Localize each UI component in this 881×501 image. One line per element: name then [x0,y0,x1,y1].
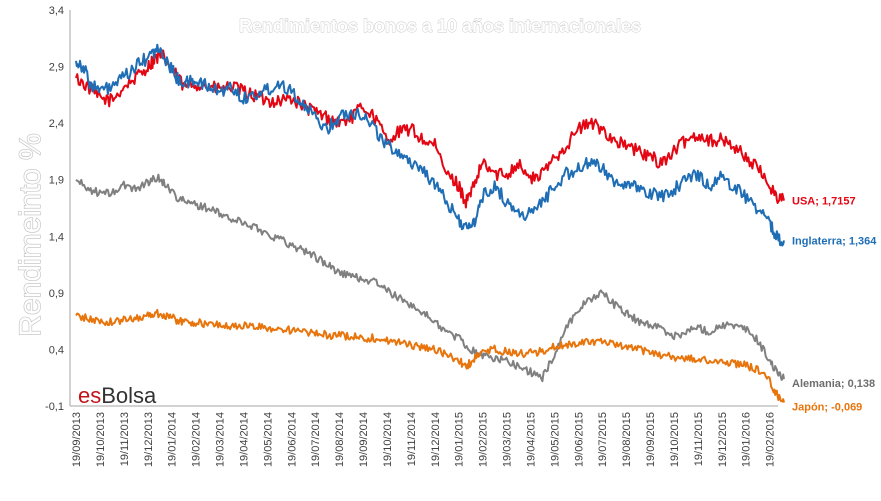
end-label-alemania: Alemania; 0,138 [792,378,875,390]
x-tick-label: 19/11/2013 [119,412,131,466]
chart-title: Rendimientos bonos a 10 años internacion… [239,16,641,36]
y-tick-label: 3,4 [49,5,64,17]
x-tick-labels: 19/09/2013 19/10/2013 19/11/2013 19/12/2013… [71,412,777,467]
x-tick-label: 19/08/2015 [621,412,633,467]
x-tick-label: 19/05/2015 [549,412,561,467]
x-tick-label: 19/01/2015 [454,412,466,467]
x-tick-label: 19/03/2015 [502,412,514,467]
logo-bolsa: Bolsa [101,383,157,408]
x-tick-label: 19/10/2014 [382,412,394,467]
x-tick-label: 19/10/2013 [95,412,107,467]
x-tick-label: 19/07/2015 [597,412,609,467]
logo-es: es [78,383,101,408]
x-tick-label: 19/04/2014 [238,412,250,467]
x-tick-label: 19/11/2014 [406,412,418,466]
x-tick-label: 19/09/2014 [358,412,370,467]
x-tick-label: 19/07/2014 [310,412,322,467]
series-line-inglaterra [75,43,785,247]
y-tick-labels: 3,4 2,9 2,4 1,9 1,4 0,9 0,4 -0,1 [45,5,64,413]
end-label-japn: Japón; -0,069 [792,401,862,413]
x-tick-label: 19/12/2014 [430,412,442,467]
x-tick-label: 19/02/2015 [478,412,490,467]
x-tick-label: 19/09/2013 [71,412,83,467]
series-layer [75,43,785,403]
y-tick-label: 1,9 [49,175,64,187]
y-tick-label: -0,1 [45,401,64,413]
series-end-labels: USA; 1,7157 Inglaterra; 1,364 Alemania; 0,… [792,196,877,414]
x-tick-label: 19/10/2015 [669,412,681,467]
y-axis-label: Rendimeinto % [14,133,47,336]
x-tick-label: 19/03/2014 [215,412,227,467]
end-label-inglaterra: Inglaterra; 1,364 [792,235,877,247]
x-tick-label: 19/12/2015 [717,412,729,467]
end-label-usa: USA; 1,7157 [792,196,856,208]
x-tick-label: 19/02/2016 [765,412,777,467]
x-tick-label: 19/02/2014 [191,412,203,467]
y-tick-label: 0,4 [49,344,64,356]
x-tick-label: 19/05/2014 [262,412,274,467]
x-tick-label: 19/01/2014 [167,412,179,467]
series-line-japn [75,308,785,403]
x-tick-label: 19/01/2016 [741,412,753,467]
esbolsa-logo: esBolsa [78,383,157,408]
y-tick-label: 0,9 [49,288,64,300]
x-tick-label: 19/04/2015 [525,412,537,467]
x-tick-label: 19/12/2013 [143,412,155,467]
x-tick-label: 19/11/2015 [693,412,705,466]
series-line-alemania [75,173,785,383]
y-tick-label: 2,4 [49,118,64,130]
y-tick-label: 2,9 [49,62,64,74]
x-tick-label: 19/06/2015 [573,412,585,467]
x-tick-label: 19/06/2014 [286,412,298,467]
x-tick-label: 19/08/2014 [334,412,346,467]
svg-text:esBolsa: esBolsa [78,383,157,408]
x-tick-label: 19/09/2015 [645,412,657,467]
y-tick-label: 1,4 [49,231,64,243]
